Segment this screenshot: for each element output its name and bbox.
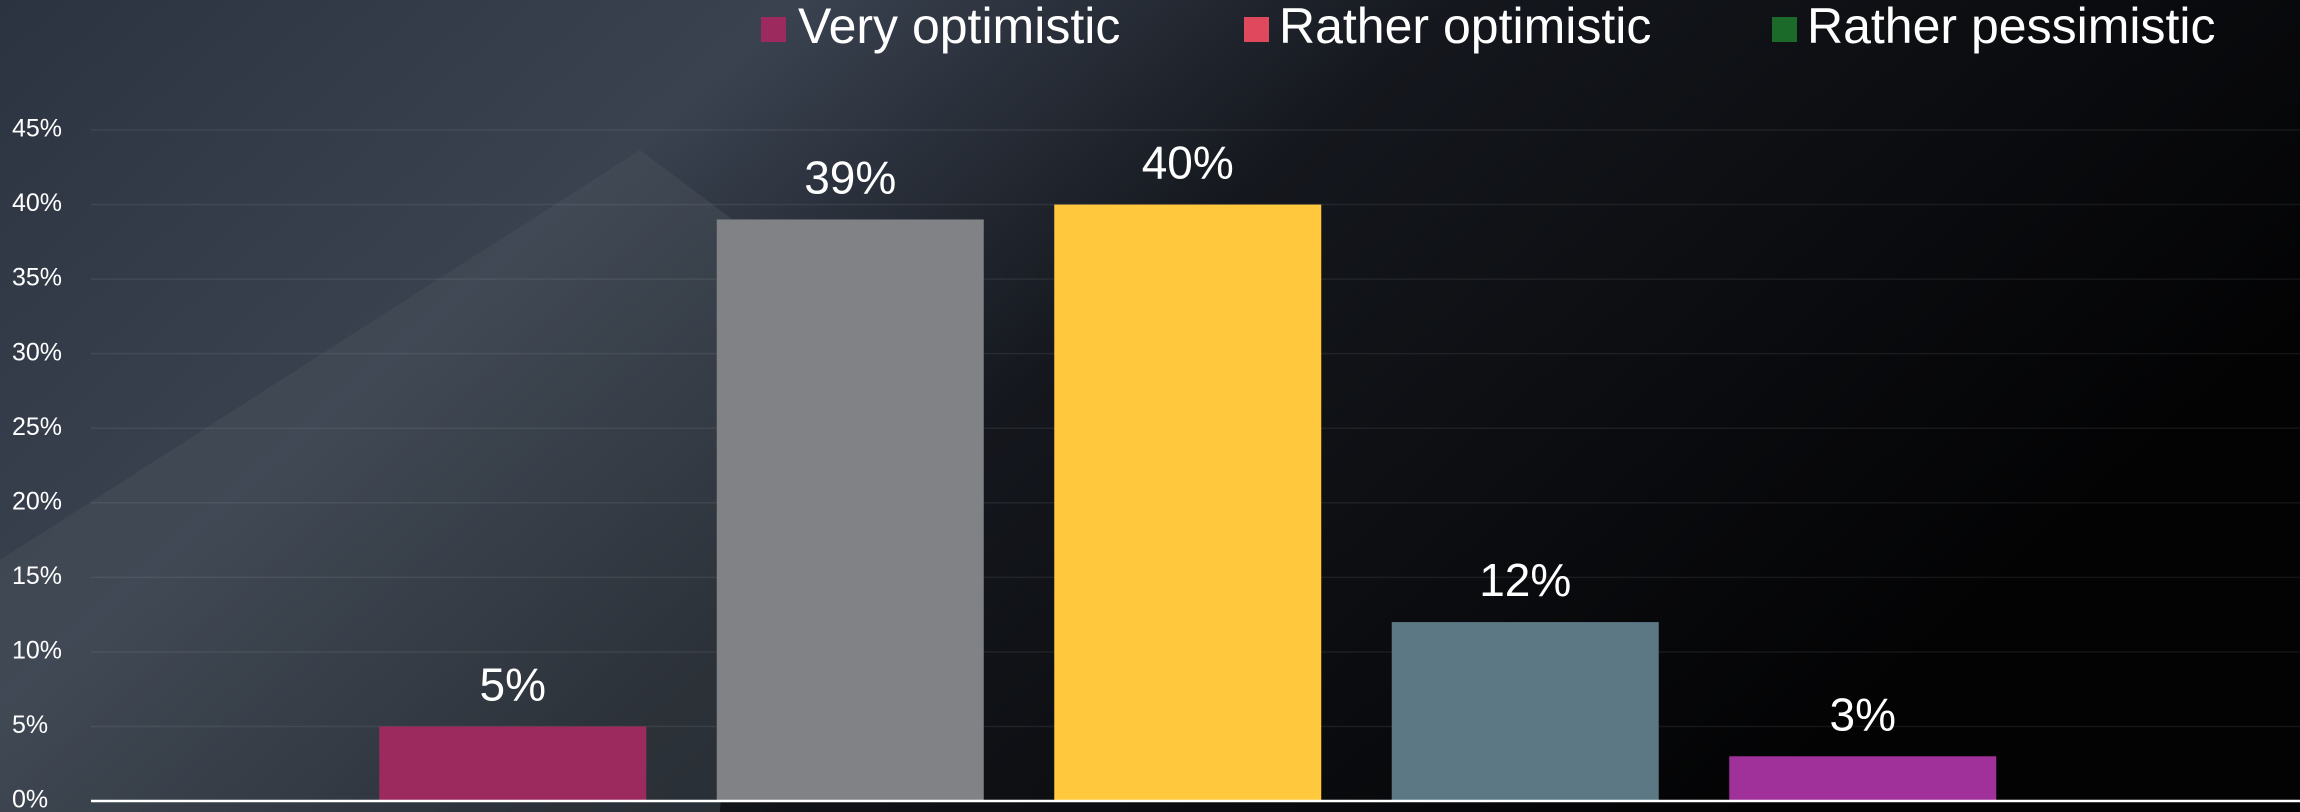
value-label: 3% — [1830, 688, 1896, 740]
y-tick-label: 45% — [12, 115, 62, 143]
value-label: 12% — [1479, 554, 1571, 606]
bar — [379, 726, 647, 801]
legend-label: Rather optimistic — [1279, 0, 1651, 54]
y-tick-label: 20% — [12, 487, 62, 515]
legend-swatch — [761, 17, 786, 42]
y-tick-label: 0% — [12, 786, 48, 812]
y-tick-label: 25% — [12, 413, 62, 441]
value-label: 5% — [480, 659, 546, 711]
background-laptop — [0, 150, 760, 812]
y-tick-label: 40% — [12, 189, 62, 217]
bar — [1391, 622, 1659, 801]
bar — [1054, 204, 1322, 802]
y-tick-label: 5% — [12, 711, 48, 739]
value-label: 40% — [1142, 137, 1234, 189]
y-tick-label: 30% — [12, 338, 62, 366]
bar — [1729, 756, 1997, 801]
y-tick-label: 15% — [12, 562, 62, 590]
legend-swatch — [1772, 17, 1797, 42]
y-tick-label: 10% — [12, 636, 62, 664]
y-tick-label: 35% — [12, 264, 62, 292]
legend-swatch — [1244, 17, 1269, 42]
bar — [716, 219, 984, 801]
legend-label: Rather pessimistic — [1807, 0, 2215, 54]
legend-label: Very optimistic — [798, 0, 1120, 54]
value-label: 39% — [804, 152, 896, 204]
